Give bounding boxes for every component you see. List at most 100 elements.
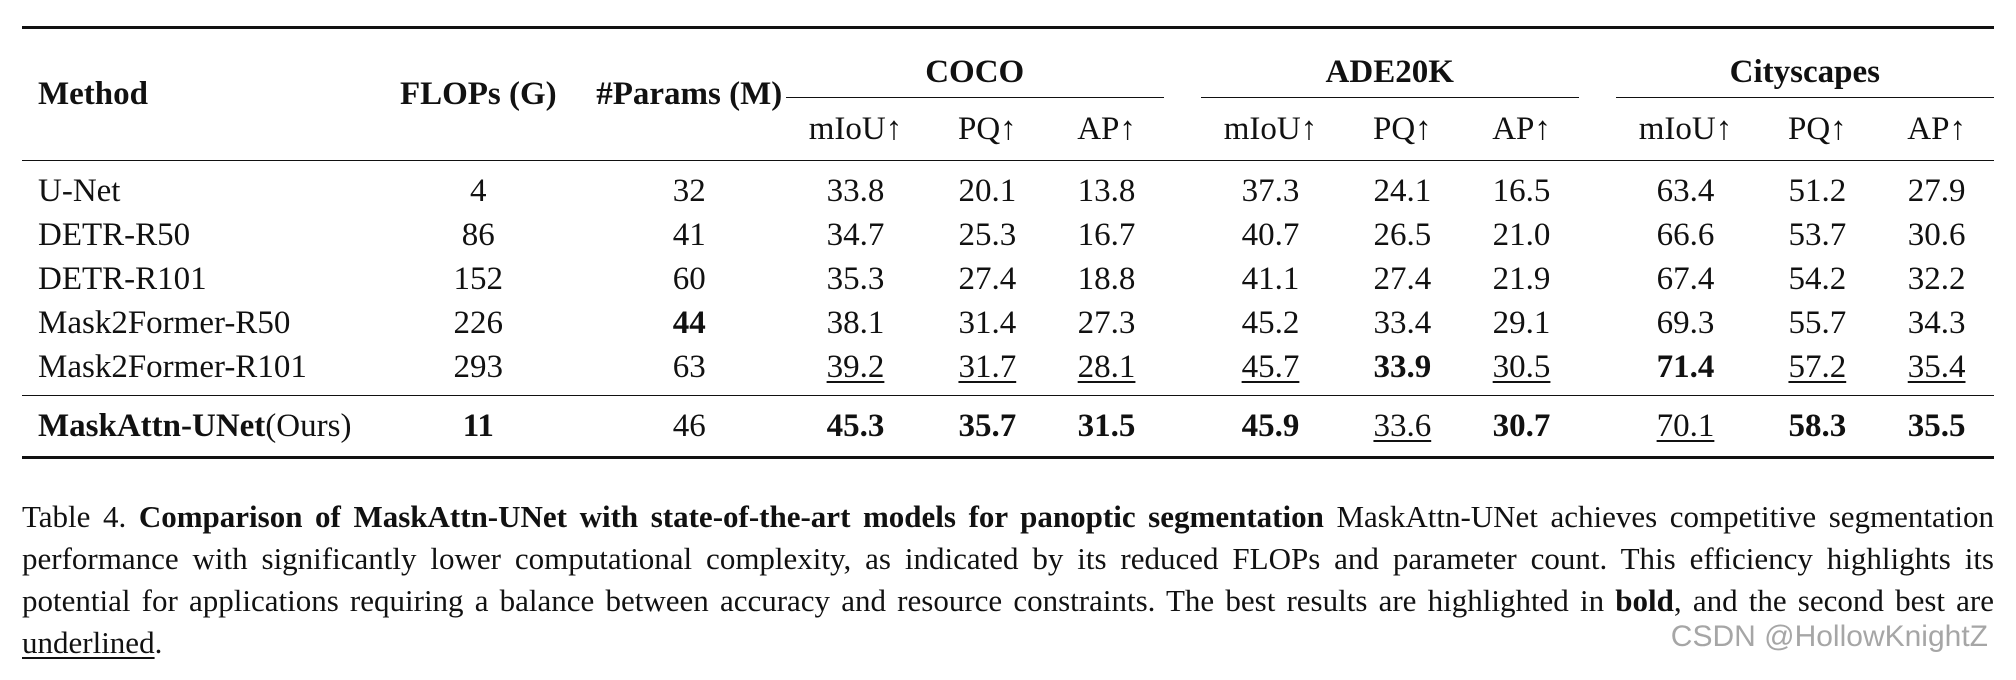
caption-bold-word: bold <box>1615 583 1674 618</box>
city-pq-cell: 53.7 <box>1788 216 1847 253</box>
header-metric-ap: AP↑ <box>1492 110 1551 147</box>
method-cell: Mask2Former-R50 <box>38 304 291 341</box>
coco-pq-cell: 25.3 <box>958 216 1017 253</box>
ade-ap-cell: 29.1 <box>1492 304 1551 341</box>
header-flops: FLOPs (G) <box>399 76 557 112</box>
city-ap-cell: 30.6 <box>1907 216 1966 253</box>
flops-cell: 293 <box>453 348 504 385</box>
city-pq-cell: 54.2 <box>1788 260 1847 297</box>
city-pq-cell-second: 57.2 <box>1788 348 1847 385</box>
ade-pq-cell: 27.4 <box>1373 260 1432 297</box>
caption-label: Table 4. <box>22 499 127 534</box>
coco-pq-cell-best: 35.7 <box>958 407 1017 444</box>
coco-ap-cell: 27.3 <box>1077 304 1136 341</box>
ade-ap-cell-second: 30.5 <box>1492 348 1551 385</box>
table-row: Mask2Former-R101 293 63 39.2 31.7 28.1 4… <box>22 345 1994 396</box>
ade-ap-cell: 16.5 <box>1492 172 1551 209</box>
city-miou-cell-best: 71.4 <box>1656 348 1715 385</box>
header-metric-pq: PQ↑ <box>1372 110 1432 147</box>
city-miou-cell: 67.4 <box>1656 260 1715 297</box>
caption-end: . <box>154 625 163 660</box>
ade-ap-cell: 21.9 <box>1492 260 1551 297</box>
coco-ap-cell: 13.8 <box>1077 172 1136 209</box>
coco-miou-cell: 38.1 <box>826 304 885 341</box>
flops-cell: 86 <box>461 216 495 253</box>
method-cell: U-Net <box>38 172 121 209</box>
coco-pq-cell-second: 31.7 <box>958 348 1017 385</box>
header-metric-miou: mIoU↑ <box>1638 110 1733 147</box>
coco-pq-cell: 27.4 <box>958 260 1017 297</box>
params-cell: 32 <box>672 172 706 209</box>
caption-underline-word: underlined <box>22 625 155 660</box>
city-miou-cell-second: 70.1 <box>1656 407 1715 444</box>
coco-pq-cell: 31.4 <box>958 304 1017 341</box>
caption-body: MaskAttn-UNet achieves competitive segme… <box>22 499 1995 618</box>
ade-pq-cell: 26.5 <box>1373 216 1432 253</box>
watermark: CSDN @HollowKnightZ <box>1670 620 1988 653</box>
method-cell: DETR-R101 <box>38 260 207 297</box>
coco-ap-cell: 18.8 <box>1077 260 1136 297</box>
table-row: DETR-R50 86 41 34.7 25.3 16.7 40.7 26.5 … <box>22 213 1994 257</box>
header-params: #Params (M) <box>596 76 783 112</box>
ade-pq-cell: 33.4 <box>1373 304 1432 341</box>
city-ap-cell-second: 35.4 <box>1907 348 1966 385</box>
ours-rows: MaskAttn-UNet(Ours) 11 46 45.3 35.7 31.5… <box>22 395 1994 458</box>
table-row: U-Net 4 32 33.8 20.1 13.8 37.3 24.1 16.5… <box>22 160 1994 214</box>
coco-miou-cell-best: 45.3 <box>826 407 885 444</box>
params-cell: 41 <box>672 216 706 253</box>
ade-ap-cell: 21.0 <box>1492 216 1551 253</box>
header-group-cityscapes: Cityscapes <box>1615 27 1994 98</box>
header-group-ade20k: ADE20K <box>1200 27 1579 98</box>
ade-miou-cell: 45.2 <box>1241 304 1300 341</box>
ade-pq-cell-second: 33.6 <box>1373 407 1432 444</box>
flops-cell: 4 <box>470 172 487 209</box>
city-pq-cell: 51.2 <box>1788 172 1847 209</box>
coco-pq-cell: 20.1 <box>958 172 1017 209</box>
header-metric-miou: mIoU↑ <box>1223 110 1318 147</box>
group-header-row: Method FLOPs (G) #Params (M) COCO ADE20K… <box>22 27 1994 112</box>
coco-miou-cell: 33.8 <box>826 172 885 209</box>
header-metric-pq: PQ↑ <box>1787 110 1847 147</box>
city-ap-cell: 34.3 <box>1907 304 1966 341</box>
table-row: Mask2Former-R50 226 44 38.1 31.4 27.3 45… <box>22 301 1994 345</box>
ade-miou-cell: 37.3 <box>1241 172 1300 209</box>
city-miou-cell: 69.3 <box>1656 304 1715 341</box>
city-miou-cell: 66.6 <box>1656 216 1715 253</box>
ade-miou-cell-second: 45.7 <box>1241 348 1300 385</box>
flops-cell: 226 <box>453 304 504 341</box>
header-metric-pq: PQ↑ <box>957 110 1017 147</box>
flops-cell-best: 11 <box>462 407 494 444</box>
params-cell: 63 <box>672 348 706 385</box>
ade-miou-cell: 41.1 <box>1241 260 1300 297</box>
table-row: DETR-R101 152 60 35.3 27.4 18.8 41.1 27.… <box>22 257 1994 301</box>
coco-ap-cell-best: 31.5 <box>1077 407 1136 444</box>
ade-miou-cell: 40.7 <box>1241 216 1300 253</box>
method-cell: Mask2Former-R101 <box>38 348 307 385</box>
params-cell: 46 <box>672 407 706 444</box>
caption-middle: , and the second best are <box>1673 583 1995 618</box>
coco-miou-cell: 35.3 <box>826 260 885 297</box>
city-ap-cell: 27.9 <box>1907 172 1966 209</box>
header-metric-miou: mIoU↑ <box>808 110 903 147</box>
coco-miou-cell-second: 39.2 <box>826 348 885 385</box>
city-pq-cell-best: 58.3 <box>1788 407 1847 444</box>
ade-pq-cell-best: 33.9 <box>1373 348 1432 385</box>
ade-pq-cell: 24.1 <box>1373 172 1432 209</box>
results-table: Method FLOPs (G) #Params (M) COCO ADE20K… <box>22 26 1994 459</box>
metric-header-row: mIoU↑ PQ↑ AP↑ mIoU↑ PQ↑ AP↑ mIoU↑ PQ↑ AP… <box>22 98 1994 161</box>
coco-ap-cell-second: 28.1 <box>1077 348 1136 385</box>
city-miou-cell: 63.4 <box>1656 172 1715 209</box>
header-method: Method <box>38 76 148 112</box>
city-ap-cell: 32.2 <box>1907 260 1966 297</box>
ade-ap-cell-best: 30.7 <box>1492 407 1551 444</box>
table-row-ours: MaskAttn-UNet(Ours) 11 46 45.3 35.7 31.5… <box>22 395 1994 458</box>
params-cell-best: 44 <box>672 304 706 341</box>
header-metric-ap: AP↑ <box>1077 110 1136 147</box>
method-cell: MaskAttn-UNet(Ours) <box>38 407 352 444</box>
header-metric-ap: AP↑ <box>1907 110 1966 147</box>
ade-miou-cell-best: 45.9 <box>1241 407 1300 444</box>
coco-miou-cell: 34.7 <box>826 216 885 253</box>
coco-ap-cell: 16.7 <box>1077 216 1136 253</box>
flops-cell: 152 <box>453 260 504 297</box>
city-pq-cell: 55.7 <box>1788 304 1847 341</box>
